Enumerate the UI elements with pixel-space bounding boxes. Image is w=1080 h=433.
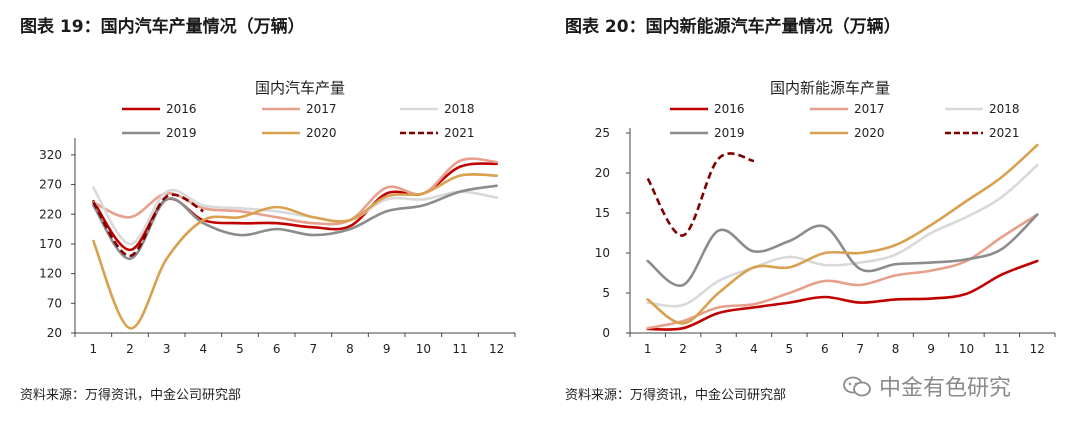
x-tick-label: 9 — [383, 342, 391, 356]
x-tick-label: 12 — [1030, 342, 1045, 356]
x-tick-label: 6 — [273, 342, 281, 356]
legend-label-2018: 2018 — [989, 102, 1020, 116]
x-tick-label: 1 — [90, 342, 98, 356]
x-tick-label: 4 — [750, 342, 758, 356]
x-tick-label: 11 — [452, 342, 467, 356]
legend-label-2016: 2016 — [166, 102, 197, 116]
series-line-2021 — [646, 152, 755, 237]
x-tick-label: 8 — [346, 342, 354, 356]
y-tick-label: 0 — [602, 326, 610, 340]
figure-20-title: 图表 20：国内新能源汽车产量情况（万辆） — [565, 17, 901, 37]
series-line-2018 — [92, 186, 498, 246]
legend-label-2021: 2021 — [444, 126, 475, 140]
x-tick-label: 5 — [786, 342, 794, 356]
series-line-2019 — [92, 184, 498, 261]
figure-19-source: 资料来源：万得资讯，中金公司研究部 — [20, 388, 242, 403]
x-tick-label: 1 — [644, 342, 652, 356]
x-tick-label: 3 — [163, 342, 171, 356]
x-tick-label: 10 — [416, 342, 431, 356]
x-tick-label: 7 — [310, 342, 318, 356]
y-tick-label: 70 — [47, 296, 62, 310]
x-tick-label: 12 — [489, 342, 504, 356]
watermark-text: 中金有色研究 — [879, 376, 1012, 401]
series-line-2017 — [646, 213, 1039, 330]
wechat-icon — [843, 376, 871, 397]
legend-label-2018: 2018 — [444, 102, 475, 116]
x-tick-label: 7 — [856, 342, 864, 356]
x-tick-label: 4 — [200, 342, 208, 356]
y-tick-label: 10 — [595, 246, 610, 260]
x-tick-label: 10 — [959, 342, 974, 356]
y-tick-label: 220 — [39, 207, 62, 221]
x-tick-label: 8 — [892, 342, 900, 356]
y-tick-label: 5 — [602, 286, 610, 300]
series-line-2021 — [92, 193, 204, 258]
chart-title: 国内汽车产量 — [255, 79, 345, 97]
x-tick-label: 3 — [715, 342, 723, 356]
chart-title: 国内新能源车产量 — [770, 79, 890, 97]
x-tick-label: 5 — [236, 342, 244, 356]
legend-label-2021: 2021 — [989, 126, 1020, 140]
series-line-2016 — [646, 259, 1039, 331]
y-tick-label: 320 — [39, 148, 62, 162]
figure-19-title: 图表 19：国内汽车产量情况（万辆） — [20, 17, 305, 37]
legend-label-2020: 2020 — [306, 126, 337, 140]
series-line-2019 — [646, 213, 1039, 287]
series-line-2020 — [646, 143, 1039, 325]
y-tick-label: 20 — [47, 326, 62, 340]
x-tick-label: 2 — [679, 342, 687, 356]
y-tick-label: 15 — [595, 206, 610, 220]
y-tick-label: 170 — [39, 237, 62, 251]
figure-20-source: 资料来源：万得资讯，中金公司研究部 — [565, 388, 787, 403]
x-tick-label: 2 — [126, 342, 134, 356]
y-tick-label: 20 — [595, 166, 610, 180]
y-tick-label: 270 — [39, 178, 62, 192]
legend-label-2017: 2017 — [306, 102, 337, 116]
x-tick-label: 11 — [994, 342, 1009, 356]
legend-label-2019: 2019 — [714, 126, 745, 140]
y-tick-label: 120 — [39, 267, 62, 281]
series-line-2020 — [92, 173, 498, 330]
x-tick-label: 9 — [927, 342, 935, 356]
watermark: 中金有色研究 — [842, 370, 1011, 402]
legend-label-2016: 2016 — [714, 102, 745, 116]
series-line-2018 — [646, 163, 1039, 308]
y-tick-label: 25 — [595, 126, 610, 140]
x-tick-label: 6 — [821, 342, 829, 356]
legend-label-2017: 2017 — [854, 102, 885, 116]
legend-label-2019: 2019 — [166, 126, 197, 140]
legend-label-2020: 2020 — [854, 126, 885, 140]
